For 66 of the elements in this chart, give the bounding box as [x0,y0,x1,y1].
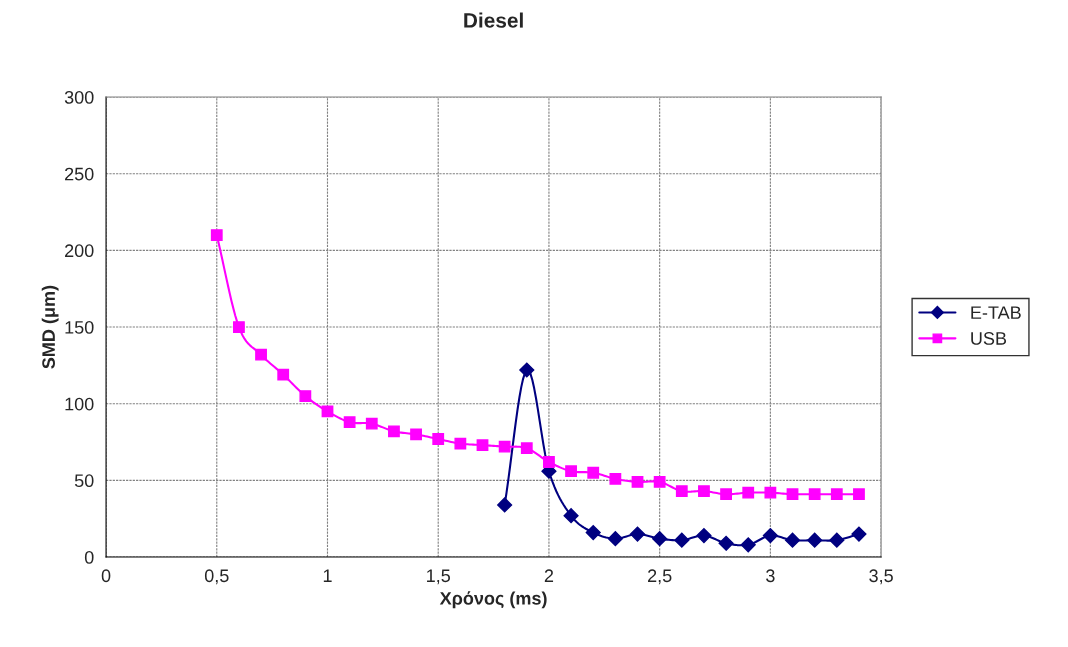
legend-label: USB [971,332,1007,345]
point [607,531,623,547]
point [808,488,821,501]
y-tick-label: 300 [64,90,94,104]
x-axis-title: Χρόνος (ms) [439,591,547,609]
point [365,417,378,430]
point [652,531,668,547]
y-tick-label: 50 [74,474,94,488]
point [277,368,290,381]
y-tick-label: 250 [65,167,94,181]
point [563,508,579,524]
point [543,456,555,468]
point [343,416,356,429]
point [807,532,823,548]
point [653,476,666,488]
point [674,532,690,548]
point [585,524,601,541]
x-tick-label: 1 [323,569,332,582]
point [321,405,334,418]
point [476,439,489,452]
point [762,528,778,544]
point [742,486,755,499]
point [454,437,467,450]
point [629,526,646,542]
point [498,440,511,453]
point [255,348,267,361]
point [718,535,734,551]
x-tick-label: 2 [544,569,554,582]
point [565,465,577,478]
point [853,488,865,501]
point [830,488,843,501]
y-tick-label: 150 [65,320,94,334]
point [233,321,245,333]
point [497,497,513,513]
point [786,488,799,501]
point [740,537,756,553]
y-tick-label: 200 [65,244,94,258]
point [210,229,223,241]
point [609,472,622,485]
point [851,526,867,542]
chart-title: Diesel [464,12,523,28]
x-tick-label: 3,5 [869,569,893,585]
point [388,425,400,438]
y-tick-label: 0 [84,551,94,564]
point [587,466,600,479]
x-tick-label: 3 [766,569,775,583]
x-tick-label: 0 [101,569,111,583]
point [520,442,533,455]
y-tick-label: 100 [65,397,94,411]
point [698,485,710,498]
point [675,485,688,498]
point [432,433,445,445]
point [410,428,422,441]
point [631,476,644,488]
point [720,488,732,501]
point [299,390,312,402]
x-tick-label: 0,5 [204,569,229,585]
x-tick-label: 2,5 [648,569,672,585]
x-tick-label: 1,5 [427,569,451,585]
point [519,362,535,378]
y-axis-title: SMD (μm) [41,285,59,369]
point [764,486,777,499]
point [784,532,801,548]
point [696,528,712,544]
legend-label: E-TAB [971,306,1021,319]
point [829,532,845,548]
